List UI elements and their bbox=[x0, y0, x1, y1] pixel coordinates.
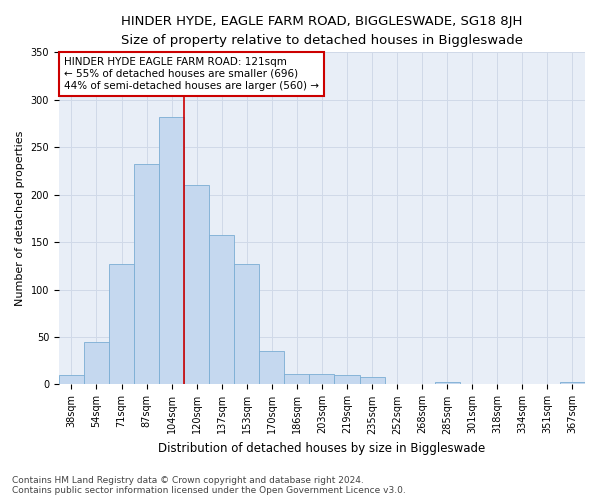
Bar bbox=[334, 375, 359, 384]
Y-axis label: Number of detached properties: Number of detached properties bbox=[15, 130, 25, 306]
Text: HINDER HYDE EAGLE FARM ROAD: 121sqm
← 55% of detached houses are smaller (696)
4: HINDER HYDE EAGLE FARM ROAD: 121sqm ← 55… bbox=[64, 58, 319, 90]
Bar bbox=[359, 377, 385, 384]
Bar bbox=[560, 382, 585, 384]
Bar bbox=[234, 264, 259, 384]
Bar bbox=[310, 374, 334, 384]
Bar bbox=[134, 164, 159, 384]
Text: Contains HM Land Registry data © Crown copyright and database right 2024.
Contai: Contains HM Land Registry data © Crown c… bbox=[12, 476, 406, 495]
X-axis label: Distribution of detached houses by size in Biggleswade: Distribution of detached houses by size … bbox=[158, 442, 485, 455]
Bar bbox=[159, 117, 184, 384]
Bar bbox=[259, 351, 284, 384]
Bar bbox=[184, 185, 209, 384]
Bar bbox=[434, 382, 460, 384]
Bar bbox=[284, 374, 310, 384]
Bar bbox=[209, 234, 234, 384]
Bar bbox=[59, 375, 84, 384]
Title: HINDER HYDE, EAGLE FARM ROAD, BIGGLESWADE, SG18 8JH
Size of property relative to: HINDER HYDE, EAGLE FARM ROAD, BIGGLESWAD… bbox=[121, 15, 523, 47]
Bar bbox=[109, 264, 134, 384]
Bar bbox=[84, 342, 109, 384]
